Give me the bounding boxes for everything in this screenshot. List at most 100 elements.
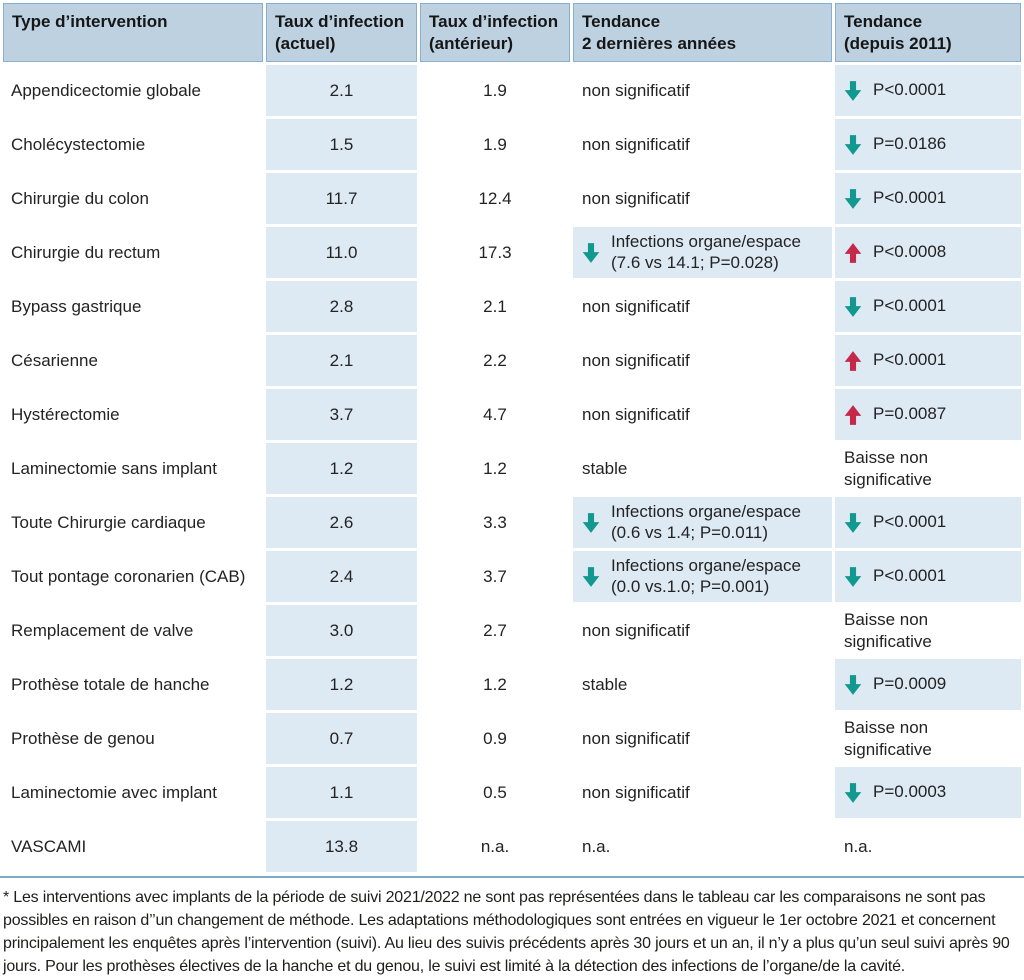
rate-current-cell: 0.7 (266, 713, 417, 765)
trend-since-2011-cell: P=0.0186 (835, 119, 1021, 171)
intervention-name-cell: Remplacement de valve (11, 621, 194, 641)
trend-2years-cell: stable (582, 675, 628, 695)
table-row: Prothèse de genou 0.7 0.9 non significatif B… (3, 713, 1021, 765)
trend-2years-cell: Infections organe/espace (7.6 vs 14.1; P=… (573, 227, 832, 279)
rate-current-cell: 11.7 (266, 173, 417, 225)
intervention-name-cell: Laminectomie sans implant (11, 459, 217, 479)
rate-current-cell: 2.1 (266, 335, 417, 387)
rate-current-cell: 11.0 (266, 227, 417, 279)
table-row: Laminectomie sans implant 1.2 1.2 stable Bai… (3, 443, 1021, 495)
trend-label: Infections organe/espace (611, 501, 801, 521)
intervention-name-cell: Cholécystectomie (11, 135, 146, 155)
down-arrow-icon (844, 566, 862, 587)
intervention-name-cell: Hystérectomie (11, 405, 120, 425)
down-arrow-icon (582, 512, 600, 533)
intervention-name-cell: Césarienne (11, 351, 98, 371)
trend-label: P=0.0003 (873, 782, 947, 802)
rate-current-cell: 2.8 (266, 281, 417, 333)
rate-previous-cell: 12.4 (478, 189, 512, 209)
table-row: Hystérectomie 3.7 4.7 non significatif P=0.0… (3, 389, 1021, 441)
trend-2years-cell: non significatif (582, 621, 690, 641)
trend-2years-cell: non significatif (582, 189, 690, 209)
intervention-name-cell: Bypass gastrique (11, 297, 142, 317)
table-row: Appendicectomie globale 2.1 1.9 non signifi… (3, 65, 1021, 117)
trend-2years-cell: non significatif (582, 81, 690, 101)
table-header: Type d’intervention Taux d’infection (ac… (3, 3, 1021, 63)
trend-label: Infections organe/espace (611, 555, 801, 575)
rate-current-cell: 1.5 (266, 119, 417, 171)
intervention-name-cell: Chirurgie du colon (11, 189, 149, 209)
rate-current-cell: 2.4 (266, 551, 417, 603)
trend-2years-cell: stable (582, 459, 628, 479)
intervention-name-cell: Toute Chirurgie cardiaque (11, 513, 206, 533)
rate-previous-cell: 1.9 (483, 81, 507, 101)
down-arrow-icon (844, 674, 862, 695)
rate-previous-cell: 3.3 (483, 513, 507, 533)
trend-2years-cell: non significatif (582, 729, 690, 749)
intervention-name-cell: Chirurgie du rectum (11, 243, 161, 263)
rate-previous-cell: 0.5 (483, 783, 507, 803)
trend-since-2011-cell: P=0.0009 (835, 659, 1021, 711)
column-header-intervention-type: Type d’intervention (3, 3, 263, 63)
trend-since-2011-cell: Baisse non significative (844, 718, 932, 759)
rate-current-cell: 1.2 (266, 443, 417, 495)
trend-2years-cell: non significatif (582, 297, 690, 317)
rate-previous-cell: 0.9 (483, 729, 507, 749)
trend-label: P<0.0001 (873, 188, 947, 208)
table-row: Cholécystectomie 1.5 1.9 non significatif P=… (3, 119, 1021, 171)
intervention-name-cell: Appendicectomie globale (11, 81, 201, 101)
footnote-text: * Les interventions avec implants de la … (3, 889, 1010, 976)
table-row: Toute Chirurgie cardiaque 2.6 3.3 Infection… (3, 497, 1021, 549)
trend-2years-cell: Infections organe/espace (0.0 vs.1.0; P=0… (573, 551, 832, 603)
down-arrow-icon (844, 134, 862, 155)
rate-current-cell: 2.6 (266, 497, 417, 549)
rate-current-cell: 1.2 (266, 659, 417, 711)
table-row: Bypass gastrique 2.8 2.1 non significatif P<… (3, 281, 1021, 333)
rate-previous-cell: 1.2 (483, 459, 507, 479)
trend-2years-cell: non significatif (582, 135, 690, 155)
trend-detail: (0.0 vs.1.0; P=0.001) (611, 576, 770, 596)
trend-label: Infections organe/espace (611, 231, 801, 251)
trend-2years-cell: n.a. (582, 837, 611, 857)
trend-2years-cell: non significatif (582, 351, 690, 371)
down-arrow-icon (844, 782, 862, 803)
rate-previous-cell: 1.2 (483, 675, 507, 695)
rate-current-cell: 13.8 (266, 821, 417, 873)
table-row: Chirurgie du rectum 11.0 17.3 Infections or… (3, 227, 1021, 279)
trend-since-2011-cell: P<0.0008 (835, 227, 1021, 279)
trend-label: P<0.0001 (873, 296, 947, 316)
trend-since-2011-cell: Baisse non significative (844, 448, 932, 489)
trend-label: P=0.0009 (873, 674, 947, 694)
trend-since-2011-cell: P<0.0001 (835, 497, 1021, 549)
rate-previous-cell: 2.7 (483, 621, 507, 641)
trend-since-2011-cell: P<0.0001 (835, 281, 1021, 333)
up-arrow-icon (844, 404, 862, 425)
intervention-name-cell: Laminectomie avec implant (11, 783, 217, 803)
trend-label: P<0.0001 (873, 566, 947, 586)
column-header-rate-previous: Taux d’infection (antérieur) (420, 3, 570, 63)
rate-previous-cell: 2.2 (483, 351, 507, 371)
rate-current-cell: 3.0 (266, 605, 417, 657)
column-header-trend-since-2011: Tendance (depuis 2011) (835, 3, 1021, 63)
intervention-name-cell: Prothèse totale de hanche (11, 675, 210, 695)
rate-previous-cell: 17.3 (478, 243, 512, 263)
table-row: Césarienne 2.1 2.2 non significatif P<0.0001 (3, 335, 1021, 387)
rate-current-cell: 3.7 (266, 389, 417, 441)
trend-detail: (0.6 vs 1.4; P=0.011) (611, 522, 769, 542)
trend-since-2011-cell: Baisse non significative (844, 610, 932, 651)
table-row: Chirurgie du colon 11.7 12.4 non significat… (3, 173, 1021, 225)
trend-since-2011-cell: P<0.0001 (835, 173, 1021, 225)
table-row: Laminectomie avec implant 1.1 0.5 non signi… (3, 767, 1021, 819)
trend-label: P<0.0008 (873, 242, 947, 262)
intervention-name-cell: VASCAMI (11, 837, 87, 857)
table-body: Appendicectomie globale 2.1 1.9 non signifi… (3, 65, 1021, 873)
trend-since-2011-cell: P<0.0001 (835, 335, 1021, 387)
intervention-name-cell: Prothèse de genou (11, 729, 155, 749)
trend-2years-cell: non significatif (582, 405, 690, 425)
trend-label: P=0.0087 (873, 404, 947, 424)
table-bottom-rule (0, 876, 1024, 879)
column-header-trend-2years: Tendance 2 dernières années (573, 3, 832, 63)
table-row: VASCAMI 13.8 n.a. n.a. n.a. (3, 821, 1021, 873)
down-arrow-icon (844, 188, 862, 209)
table-row: Tout pontage coronarien (CAB) 2.4 3.7 Infec… (3, 551, 1021, 603)
